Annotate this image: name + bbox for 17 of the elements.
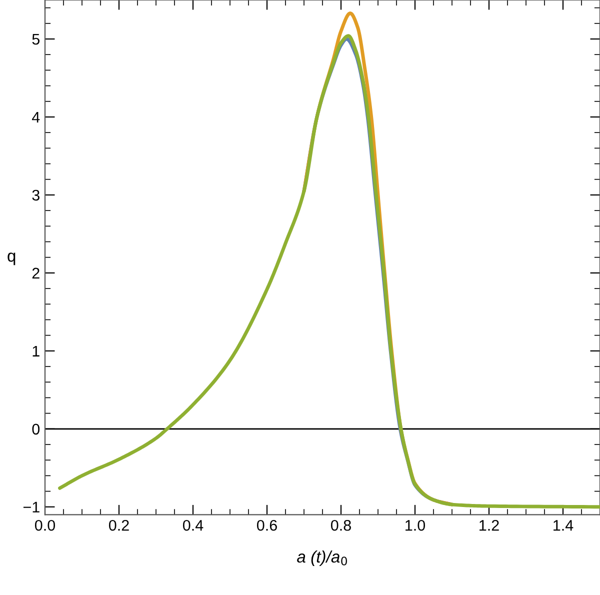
x-tick-label: 1.4 (554, 520, 574, 531)
x-tick-label: 0.2 (108, 520, 129, 531)
y-tick-label: 5 (32, 34, 40, 45)
x-tick-label: 1.2 (480, 520, 499, 531)
y-tick-label: 2 (32, 268, 40, 278)
x-axis-title: a (t)/a$_{0}$ (297, 550, 348, 566)
x-tick-label: 0.6 (256, 520, 277, 531)
x-tick-label: 0.8 (330, 520, 351, 531)
x-tick-label: 0.0 (34, 520, 56, 531)
x-tick-label: 1.0 (406, 520, 426, 531)
y-tick-label: 0 (32, 424, 40, 435)
y-tick-label: 3 (32, 190, 40, 201)
y-tick-label: −1 (23, 502, 40, 512)
x-tick-label: 0.4 (182, 520, 204, 531)
y-tick-label: 4 (32, 112, 40, 123)
y-axis-title: q (8, 252, 16, 266)
y-tick-label: 1 (32, 346, 40, 356)
